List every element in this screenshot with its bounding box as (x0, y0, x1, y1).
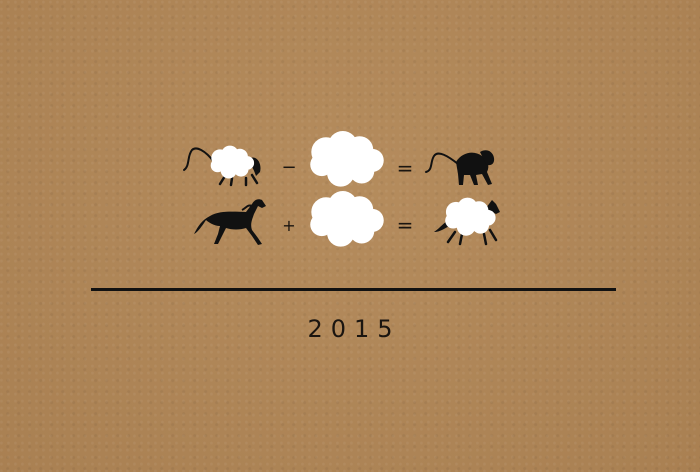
divider-line (91, 288, 616, 291)
fluffy-horse-icon (434, 197, 500, 246)
horse-icon (194, 199, 266, 245)
equals-operator: = (397, 213, 414, 237)
cloud-icon (310, 191, 384, 247)
equals-operator: = (397, 156, 414, 180)
plus-operator: + (282, 216, 295, 235)
cloud-icon (310, 131, 384, 187)
sheep-with-tail-icon (183, 145, 261, 187)
minus-operator: − (281, 157, 296, 178)
year-label: 2015 (307, 315, 401, 343)
monkey-icon (425, 150, 495, 185)
